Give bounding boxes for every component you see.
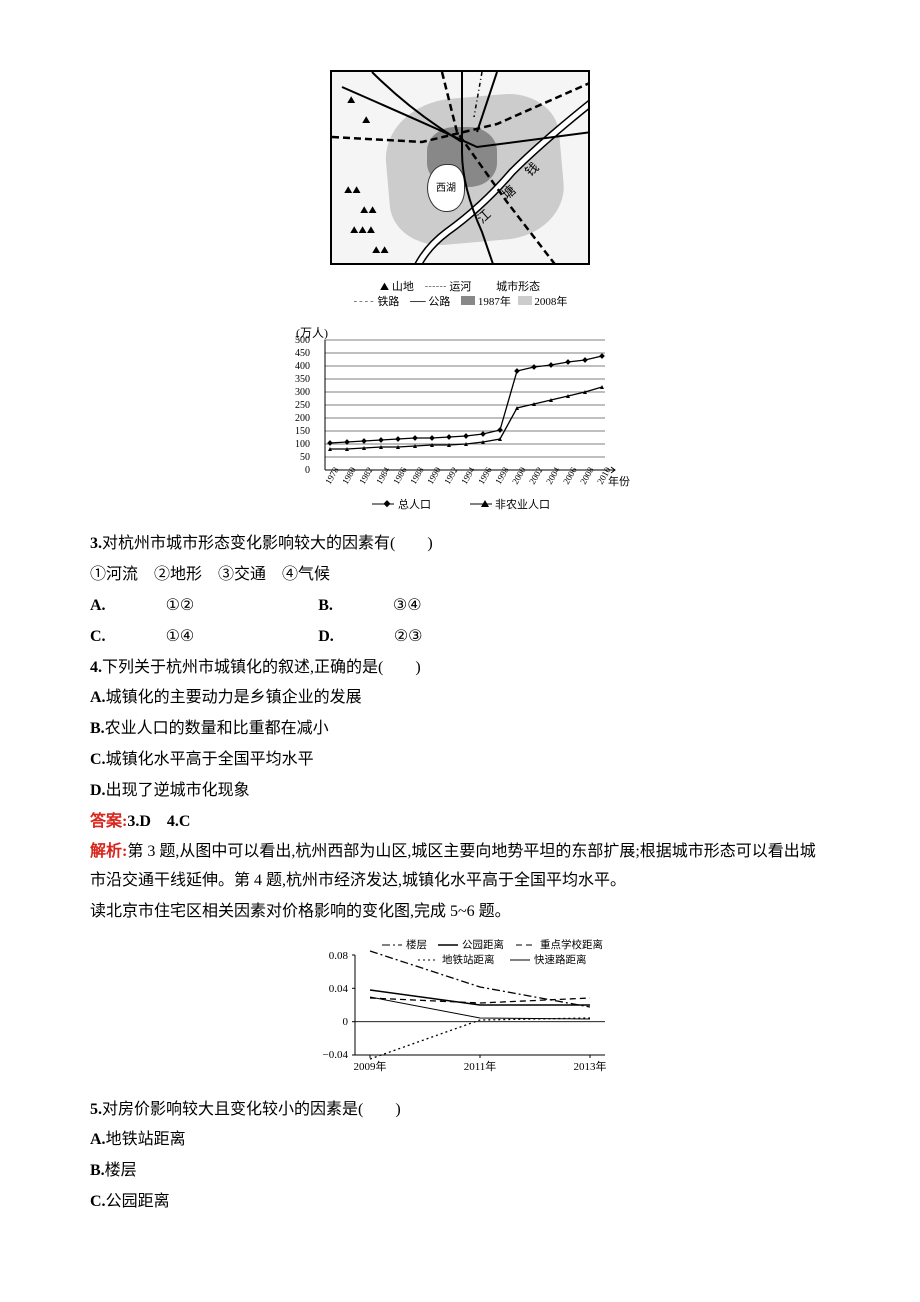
explain-label: 解析: bbox=[90, 843, 127, 860]
answer-34-text: 3.D 4.C bbox=[127, 813, 190, 830]
svg-text:400: 400 bbox=[295, 361, 310, 372]
svg-text:2004: 2004 bbox=[544, 465, 562, 486]
svg-text:1990: 1990 bbox=[425, 465, 443, 486]
river-icon: 钱 塘 江 bbox=[332, 72, 590, 265]
svg-text:0: 0 bbox=[343, 1016, 349, 1028]
legend-year2: 2008年 bbox=[534, 296, 567, 308]
svg-text:快速路距离: 快速路距离 bbox=[534, 953, 587, 966]
svg-text:地铁站距离: 地铁站距离 bbox=[442, 953, 495, 966]
svg-text:楼层: 楼层 bbox=[406, 938, 427, 951]
q3-option-a: A.①② bbox=[90, 597, 254, 614]
chart2-container: −0.04 0 0.04 0.08 2009年 2011年 2013年 bbox=[90, 929, 830, 1086]
q3-option-b: B.③④ bbox=[318, 597, 481, 614]
svg-text:1986: 1986 bbox=[391, 465, 409, 486]
legend-road: 公路 bbox=[428, 296, 450, 308]
swatch-2008 bbox=[518, 296, 532, 305]
city-shape-legend-title: 城市形态 bbox=[496, 281, 540, 293]
svg-text:300: 300 bbox=[295, 387, 310, 398]
series-subway bbox=[370, 1018, 590, 1059]
map-figure-container: 西湖 ⛰⛰ ⛰⛰ ⛰⛰⛰ ⛰⛰ ⛰ ⛰ 钱 塘 江 ⛰ 山地 ┄┄ 运河 bbox=[90, 70, 830, 520]
swatch-1987 bbox=[461, 296, 475, 305]
svg-text:350: 350 bbox=[295, 374, 310, 385]
map-legend: ⛰ 山地 ┄┄ 运河 城市形态 ╌╌ 铁路 ── 公路 1987年 2008年 bbox=[90, 280, 830, 311]
svg-text:1988: 1988 bbox=[408, 465, 426, 486]
q3-options-row1: A.①② B.③④ bbox=[90, 592, 830, 621]
svg-text:1992: 1992 bbox=[442, 465, 460, 486]
road-legend-icon: ── bbox=[410, 296, 428, 308]
svg-text:−0.04: −0.04 bbox=[323, 1049, 349, 1061]
svg-text:2011年: 2011年 bbox=[464, 1059, 497, 1073]
svg-text:2002: 2002 bbox=[527, 465, 545, 486]
q3-choices: ①河流 ②地形 ③交通 ④气候 bbox=[90, 561, 830, 590]
svg-text:重点学校距离: 重点学校距离 bbox=[540, 938, 603, 951]
q4-option-c: C.城镇化水平高于全国平均水平 bbox=[90, 746, 830, 775]
q4-option-d: D.出现了逆城市化现象 bbox=[90, 777, 830, 806]
city-map: 西湖 ⛰⛰ ⛰⛰ ⛰⛰⛰ ⛰⛰ ⛰ ⛰ 钱 塘 江 bbox=[330, 70, 590, 265]
legend-canal: 运河 bbox=[449, 281, 471, 293]
svg-text:250: 250 bbox=[295, 400, 310, 411]
intro-56: 读北京市住宅区相关因素对价格影响的变化图,完成 5~6 题。 bbox=[90, 898, 830, 927]
svg-text:1996: 1996 bbox=[476, 465, 494, 486]
svg-text:1994: 1994 bbox=[459, 465, 477, 486]
x-axis-label: 年份 bbox=[608, 474, 630, 488]
q4-stem-text: 下列关于杭州市城镇化的叙述,正确的是( ) bbox=[102, 659, 421, 676]
series-total-pop bbox=[330, 356, 602, 443]
svg-text:公园距离: 公园距离 bbox=[462, 938, 504, 951]
q5-stem: 5.对房价影响较大且变化较小的因素是( ) bbox=[90, 1096, 830, 1125]
svg-text:50: 50 bbox=[300, 452, 310, 463]
canal-legend-icon: ┄┄ bbox=[425, 281, 450, 293]
svg-text:200: 200 bbox=[295, 413, 310, 424]
q5-option-c: C.公园距离 bbox=[90, 1188, 830, 1217]
svg-text:2006: 2006 bbox=[561, 465, 579, 486]
q5-option-b: B.楼层 bbox=[90, 1157, 830, 1186]
q5-option-a: A.地铁站距离 bbox=[90, 1126, 830, 1155]
railway-legend-icon: ╌╌ bbox=[353, 296, 378, 308]
population-chart-svg: (万人) bbox=[290, 325, 630, 510]
svg-text:150: 150 bbox=[295, 426, 310, 437]
svg-text:1998: 1998 bbox=[493, 465, 511, 486]
svg-text:2000: 2000 bbox=[510, 465, 528, 486]
q3-options-row2: C.①④ D.②③ bbox=[90, 623, 830, 652]
legend-year1: 1987年 bbox=[478, 296, 511, 308]
legend-total: 总人口 bbox=[398, 497, 431, 510]
legend-railway: 铁路 bbox=[377, 296, 399, 308]
svg-text:2013年: 2013年 bbox=[574, 1059, 607, 1073]
q4-option-a: A.城镇化的主要动力是乡镇企业的发展 bbox=[90, 684, 830, 713]
svg-text:0.04: 0.04 bbox=[329, 983, 349, 995]
chart2-svg: −0.04 0 0.04 0.08 2009年 2011年 2013年 bbox=[300, 935, 620, 1075]
svg-text:100: 100 bbox=[295, 439, 310, 450]
q3-stem: 3.对杭州市城市形态变化影响较大的因素有( ) bbox=[90, 530, 830, 559]
markers-total bbox=[327, 353, 605, 446]
series-expressway bbox=[370, 997, 590, 1019]
svg-text:0.08: 0.08 bbox=[329, 950, 349, 962]
svg-text:1984: 1984 bbox=[374, 465, 392, 486]
q3-option-c: C.①④ bbox=[90, 628, 254, 645]
legend-nonag: 非农业人口 bbox=[495, 497, 550, 510]
answer-34: 答案:3.D 4.C bbox=[90, 808, 830, 837]
explain-34: 解析:第 3 题,从图中可以看出,杭州西部为山区,城区主要向地势平坦的东部扩展;… bbox=[90, 838, 830, 896]
answer-label: 答案: bbox=[90, 813, 127, 830]
beijing-price-chart: −0.04 0 0.04 0.08 2009年 2011年 2013年 bbox=[300, 935, 620, 1075]
q4-stem: 4.下列关于杭州市城镇化的叙述,正确的是( ) bbox=[90, 654, 830, 683]
svg-text:450: 450 bbox=[295, 348, 310, 359]
svg-text:2008: 2008 bbox=[578, 465, 596, 486]
population-chart: (万人) bbox=[290, 325, 630, 510]
svg-text:2009年: 2009年 bbox=[354, 1059, 387, 1073]
legend-mountain: 山地 bbox=[392, 281, 414, 293]
q3-option-d: D.②③ bbox=[318, 628, 482, 645]
svg-text:1982: 1982 bbox=[357, 465, 375, 486]
q4-option-b: B.农业人口的数量和比重都在减小 bbox=[90, 715, 830, 744]
explain-34-text: 第 3 题,从图中可以看出,杭州西部为山区,城区主要向地势平坦的东部扩展;根据城… bbox=[90, 843, 816, 889]
svg-text:0: 0 bbox=[305, 465, 310, 476]
mountain-legend-icon: ⛰ bbox=[380, 281, 392, 293]
q3-stem-text: 对杭州市城市形态变化影响较大的因素有( ) bbox=[102, 535, 433, 552]
q5-stem-text: 对房价影响较大且变化较小的因素是( ) bbox=[102, 1101, 401, 1118]
svg-text:1978: 1978 bbox=[323, 465, 341, 486]
svg-text:500: 500 bbox=[295, 335, 310, 346]
svg-text:1980: 1980 bbox=[340, 465, 358, 486]
